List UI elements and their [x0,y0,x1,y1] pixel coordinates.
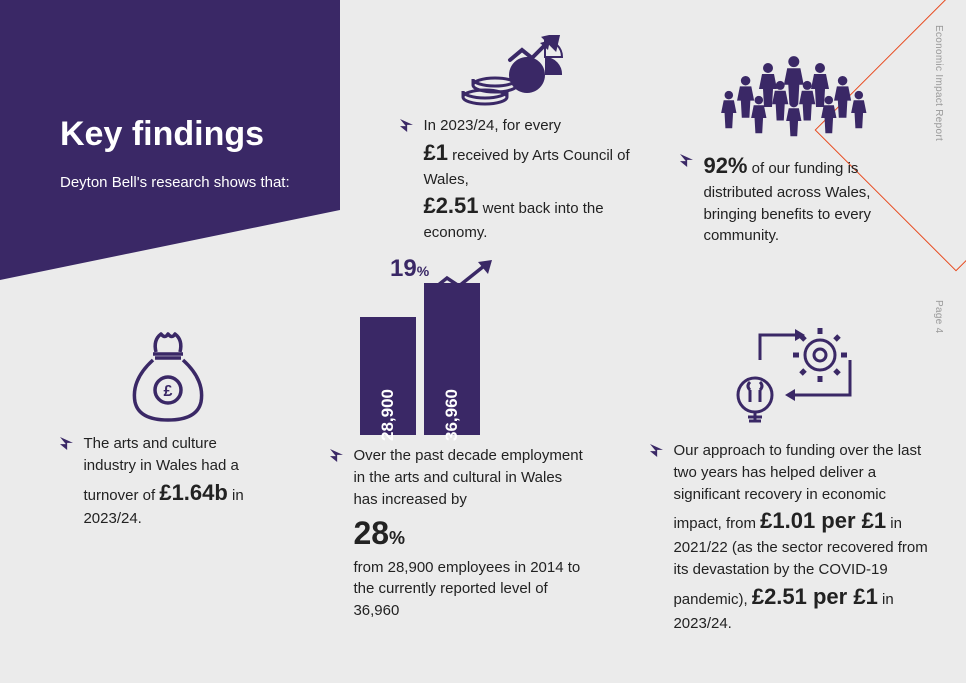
bullet-icon [330,449,343,462]
bullet-icon [60,437,73,450]
finding-return-on-investment: In 2023/24, for every £1 received by Art… [400,35,640,244]
finding-text: Over the past decade employment in the a… [353,445,583,622]
finding-distribution: 92% of our funding is distributed across… [680,50,910,247]
employment-bar-chart: 19% 28,900 36,960 [360,255,590,435]
bullet-icon [650,444,663,457]
bullet-icon [680,154,693,167]
money-bag-icon: £ [60,330,275,425]
page-title: Key findings [60,115,340,154]
report-label: Economic Impact Report [933,25,944,141]
finding-recovery: Our approach to funding over the last tw… [650,320,940,634]
coins-arrow-icon [400,35,640,115]
lightbulb-gear-icon [650,320,940,430]
finding-turnover: £ The arts and culture industry in Wales… [60,330,275,530]
finding-text: Our approach to funding over the last tw… [673,440,933,634]
finding-text: The arts and culture industry in Wales h… [83,433,273,530]
header-panel: Key findings Deyton Bell's research show… [0,0,340,280]
bullet-icon [400,119,413,132]
people-crowd-icon [680,50,910,150]
finding-employment: 19% 28,900 36,960 Over the past decade e… [330,255,590,622]
page-subtitle: Deyton Bell's research shows that: [60,172,340,195]
bar-2014: 28,900 [360,317,416,435]
svg-text:£: £ [163,383,172,400]
bar-current: 36,960 [424,283,480,435]
finding-text: 92% of our funding is distributed across… [703,150,903,247]
finding-text: In 2023/24, for every £1 received by Art… [423,115,633,244]
